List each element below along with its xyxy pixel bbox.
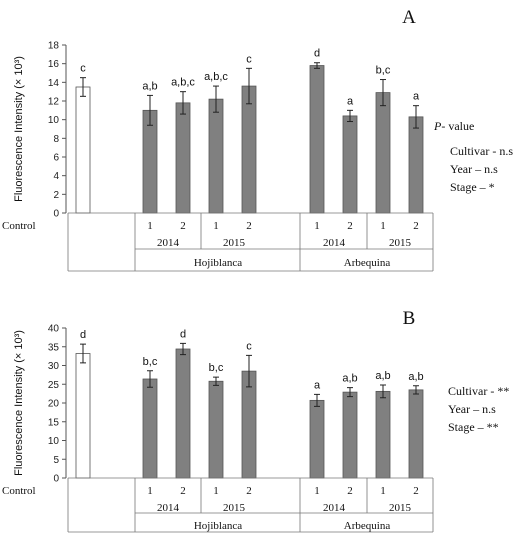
y-tick-label: 30 bbox=[48, 361, 60, 372]
category-label: 1 bbox=[380, 485, 386, 497]
significance-label: a,b bbox=[342, 373, 357, 385]
significance-label: c bbox=[246, 53, 252, 65]
pvalue-title-rest: - value bbox=[441, 119, 474, 133]
cultivar-label: Hojiblanca bbox=[194, 257, 242, 269]
y-tick-label: 5 bbox=[53, 455, 59, 466]
bar bbox=[408, 389, 424, 479]
y-tick-label: 10 bbox=[48, 436, 60, 447]
bar bbox=[309, 65, 325, 214]
significance-label: a,b bbox=[142, 80, 157, 92]
year-label: 2014 bbox=[323, 502, 346, 514]
y-tick-label: 16 bbox=[48, 59, 60, 70]
significance-label: c bbox=[246, 340, 252, 352]
y-tick-label: 35 bbox=[48, 342, 60, 353]
category-label: 2 bbox=[180, 485, 186, 497]
cultivar-label: Arbequina bbox=[344, 520, 391, 532]
category-label: Control bbox=[2, 485, 36, 497]
significance-label: d bbox=[80, 329, 86, 341]
category-label: 2 bbox=[413, 485, 419, 497]
category-label: 2 bbox=[180, 220, 186, 232]
category-label: 2 bbox=[246, 485, 252, 497]
bar bbox=[309, 399, 325, 479]
significance-label: a bbox=[314, 379, 321, 391]
year-label: 2015 bbox=[223, 502, 246, 514]
y-tick-label: 15 bbox=[48, 417, 60, 428]
y-tick-label: 0 bbox=[53, 209, 59, 220]
bar bbox=[241, 85, 257, 214]
year-label: 2014 bbox=[323, 237, 346, 249]
y-tick-label: 25 bbox=[48, 380, 60, 391]
bar bbox=[75, 353, 91, 479]
panel-label: B bbox=[403, 308, 416, 329]
category-label: 1 bbox=[314, 220, 320, 232]
y-axis-label: Fluorescence Intensity (× 10³) bbox=[13, 56, 25, 202]
bar bbox=[142, 378, 158, 479]
category-label: 1 bbox=[213, 485, 219, 497]
category-label: 2 bbox=[246, 220, 252, 232]
y-tick-label: 2 bbox=[53, 190, 59, 201]
y-tick-label: 40 bbox=[48, 324, 60, 335]
significance-label: a,b bbox=[375, 370, 390, 382]
bar bbox=[342, 391, 358, 479]
significance-label: b,c bbox=[209, 362, 224, 374]
bar bbox=[175, 102, 191, 214]
y-tick-label: 8 bbox=[53, 134, 59, 145]
panel-label: A bbox=[402, 7, 416, 28]
significance-label: a,b bbox=[408, 371, 423, 383]
y-tick-label: 10 bbox=[48, 115, 60, 126]
cultivar-label: Arbequina bbox=[344, 257, 391, 269]
significance-label: d bbox=[180, 328, 186, 340]
bar bbox=[75, 86, 91, 214]
stats-line: Year – n.s bbox=[450, 162, 498, 176]
bar bbox=[208, 98, 224, 214]
pvalue-title-p: P bbox=[433, 119, 442, 133]
bar bbox=[408, 116, 424, 214]
stats-line: Cultivar - ** bbox=[448, 384, 509, 398]
bar bbox=[208, 380, 224, 479]
bar bbox=[375, 390, 391, 479]
significance-label: b,c bbox=[143, 356, 158, 368]
significance-label: c bbox=[80, 63, 86, 75]
significance-label: b,c bbox=[376, 65, 391, 77]
stats-line: Year – n.s bbox=[448, 402, 496, 416]
category-label: 1 bbox=[147, 485, 153, 497]
y-tick-label: 4 bbox=[53, 171, 59, 182]
year-label: 2015 bbox=[389, 237, 412, 249]
year-label: 2014 bbox=[157, 502, 180, 514]
bar bbox=[375, 92, 391, 214]
category-label: 1 bbox=[147, 220, 153, 232]
significance-label: a bbox=[413, 91, 420, 103]
significance-label: a bbox=[347, 95, 354, 107]
stats-line: Cultivar - n.s bbox=[450, 144, 513, 158]
y-tick-label: 0 bbox=[53, 474, 59, 485]
year-label: 2015 bbox=[389, 502, 412, 514]
stats-line: Stage – ** bbox=[448, 420, 499, 434]
year-label: 2014 bbox=[157, 237, 180, 249]
y-tick-label: 18 bbox=[48, 41, 60, 52]
panel-b: B Fluorescence Intensity (× 10³) 0 5 10 15 20 2… bbox=[2, 308, 509, 533]
year-label: 2015 bbox=[223, 237, 246, 249]
y-axis-label: Fluorescence Intensity (× 10³) bbox=[13, 330, 25, 476]
y-tick-label: 20 bbox=[48, 399, 60, 410]
y-tick-label: 12 bbox=[48, 97, 60, 108]
significance-label: a,b,c bbox=[171, 77, 195, 89]
cultivar-label: Hojiblanca bbox=[194, 520, 242, 532]
category-label: 2 bbox=[347, 485, 353, 497]
category-label: 1 bbox=[314, 485, 320, 497]
stats-line: Stage – * bbox=[450, 180, 495, 194]
category-label: Control bbox=[2, 220, 36, 232]
category-label: 1 bbox=[380, 220, 386, 232]
y-tick-label: 6 bbox=[53, 153, 59, 164]
category-label: 2 bbox=[347, 220, 353, 232]
bar bbox=[175, 348, 191, 479]
category-label: 2 bbox=[413, 220, 419, 232]
y-tick-label: 14 bbox=[48, 78, 60, 89]
pvalue-title: P- value bbox=[433, 119, 474, 133]
bar bbox=[342, 115, 358, 214]
significance-label: a,b,c bbox=[204, 71, 228, 83]
significance-label: d bbox=[314, 48, 320, 60]
category-label: 1 bbox=[213, 220, 219, 232]
